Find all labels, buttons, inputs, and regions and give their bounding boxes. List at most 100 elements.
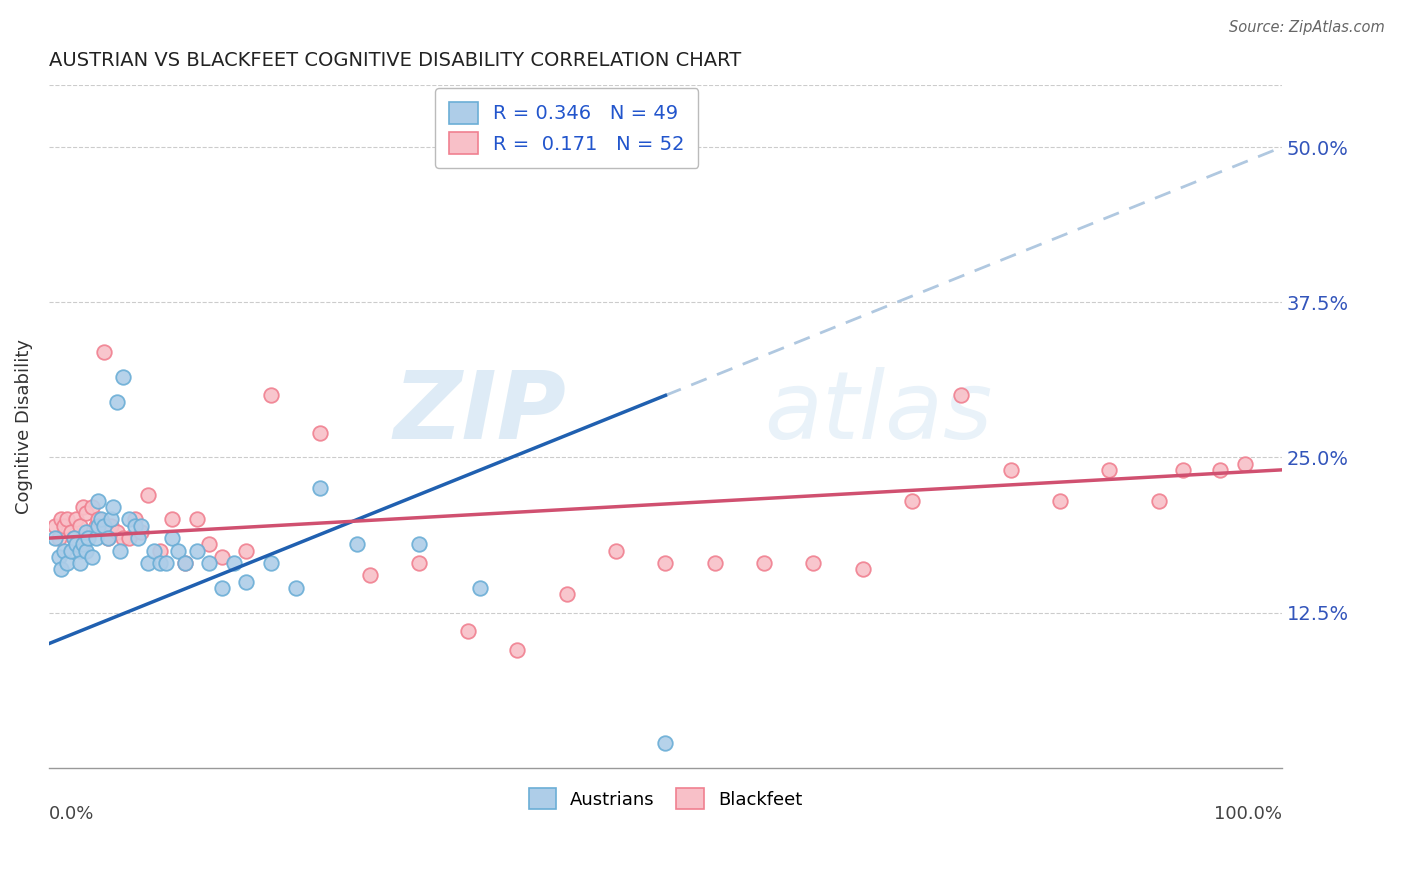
- Point: [162, 512, 184, 526]
- Point: [56, 512, 79, 526]
- Point: [56, 556, 79, 570]
- Point: [100, 518, 122, 533]
- Point: [72, 500, 94, 514]
- Point: [167, 543, 190, 558]
- Point: [110, 543, 132, 558]
- Point: [87, 518, 110, 533]
- Point: [93, 518, 115, 533]
- Point: [105, 524, 128, 539]
- Point: [97, 531, 120, 545]
- Point: [87, 494, 110, 508]
- Point: [75, 543, 97, 558]
- Legend: Austrians, Blackfeet: Austrians, Blackfeet: [517, 778, 813, 820]
- Point: [51, 562, 73, 576]
- Point: [52, 518, 75, 533]
- Point: [90, 512, 112, 526]
- Point: [211, 581, 233, 595]
- Point: [260, 388, 283, 402]
- Point: [470, 581, 492, 595]
- Point: [72, 537, 94, 551]
- Point: [44, 518, 66, 533]
- Point: [69, 518, 91, 533]
- Point: [101, 500, 124, 514]
- Point: [136, 556, 159, 570]
- Point: [48, 531, 70, 545]
- Point: [111, 369, 134, 384]
- Point: [82, 549, 104, 564]
- Point: [1098, 463, 1121, 477]
- Point: [149, 556, 172, 570]
- Point: [605, 543, 627, 558]
- Point: [84, 518, 107, 533]
- Point: [408, 537, 430, 551]
- Point: [901, 494, 924, 508]
- Point: [235, 574, 257, 589]
- Point: [173, 556, 195, 570]
- Point: [131, 518, 153, 533]
- Point: [198, 556, 221, 570]
- Point: [111, 531, 134, 545]
- Point: [155, 556, 177, 570]
- Point: [346, 537, 368, 551]
- Point: [142, 543, 165, 558]
- Point: [62, 531, 84, 545]
- Point: [124, 518, 146, 533]
- Point: [65, 512, 87, 526]
- Point: [222, 556, 245, 570]
- Point: [52, 543, 75, 558]
- Point: [118, 531, 141, 545]
- Point: [93, 345, 115, 359]
- Point: [173, 556, 195, 570]
- Point: [260, 556, 283, 570]
- Point: [75, 506, 97, 520]
- Point: [69, 556, 91, 570]
- Point: [1209, 463, 1232, 477]
- Point: [77, 531, 100, 545]
- Point: [309, 425, 332, 440]
- Point: [131, 524, 153, 539]
- Point: [127, 531, 149, 545]
- Point: [950, 388, 973, 402]
- Y-axis label: Cognitive Disability: Cognitive Disability: [15, 339, 32, 514]
- Point: [149, 543, 172, 558]
- Point: [82, 500, 104, 514]
- Text: ZIP: ZIP: [394, 367, 567, 458]
- Point: [84, 531, 107, 545]
- Point: [506, 642, 529, 657]
- Point: [703, 556, 725, 570]
- Point: [654, 736, 676, 750]
- Point: [60, 524, 83, 539]
- Point: [62, 531, 84, 545]
- Point: [555, 587, 578, 601]
- Point: [186, 512, 208, 526]
- Point: [75, 524, 97, 539]
- Point: [284, 581, 307, 595]
- Point: [211, 549, 233, 564]
- Point: [118, 512, 141, 526]
- Text: 0.0%: 0.0%: [49, 805, 94, 823]
- Point: [309, 482, 332, 496]
- Text: 100.0%: 100.0%: [1213, 805, 1282, 823]
- Point: [65, 537, 87, 551]
- Point: [408, 556, 430, 570]
- Point: [654, 556, 676, 570]
- Text: AUSTRIAN VS BLACKFEET COGNITIVE DISABILITY CORRELATION CHART: AUSTRIAN VS BLACKFEET COGNITIVE DISABILI…: [49, 51, 741, 70]
- Point: [359, 568, 381, 582]
- Point: [124, 512, 146, 526]
- Point: [136, 488, 159, 502]
- Point: [235, 543, 257, 558]
- Point: [1000, 463, 1022, 477]
- Point: [162, 531, 184, 545]
- Point: [48, 549, 70, 564]
- Point: [1233, 457, 1256, 471]
- Point: [105, 394, 128, 409]
- Point: [69, 543, 91, 558]
- Point: [801, 556, 824, 570]
- Point: [186, 543, 208, 558]
- Point: [60, 543, 83, 558]
- Point: [457, 624, 479, 639]
- Text: Source: ZipAtlas.com: Source: ZipAtlas.com: [1229, 20, 1385, 35]
- Point: [852, 562, 875, 576]
- Point: [1147, 494, 1170, 508]
- Point: [198, 537, 221, 551]
